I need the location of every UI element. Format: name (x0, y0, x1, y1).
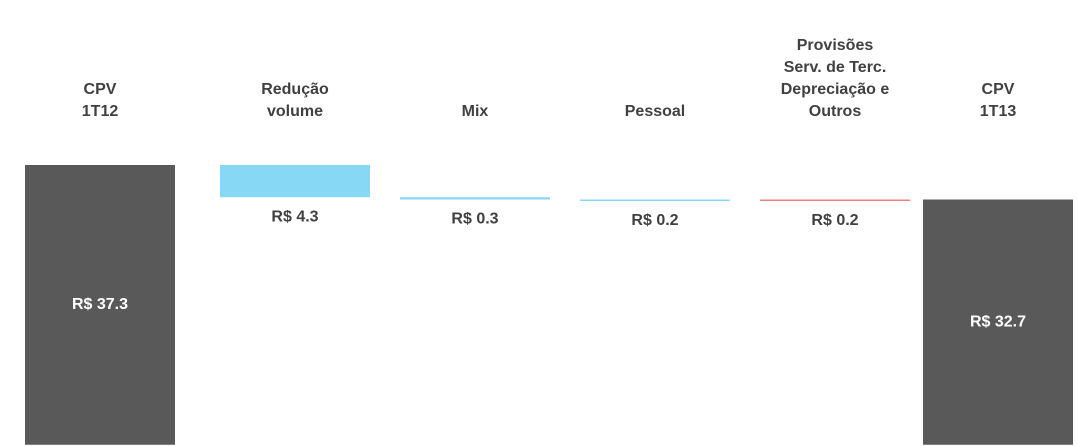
category-label: 1T13 (980, 103, 1017, 120)
category-label: Depreciação e (781, 81, 890, 98)
value-label: R$ 0.3 (451, 211, 498, 228)
category-label: 1T12 (82, 103, 119, 120)
bar (923, 199, 1073, 445)
bar (25, 165, 175, 445)
category-label: CPV (982, 81, 1015, 98)
category-label: Pessoal (625, 103, 685, 120)
category-label: Outros (809, 103, 862, 120)
category-label: Serv. de Terc. (784, 59, 887, 76)
category-label: Mix (462, 103, 489, 120)
bar (400, 197, 550, 200)
category-label: CPV (84, 81, 117, 98)
bar (220, 165, 370, 198)
category-label: Provisões (797, 37, 874, 54)
category-label: Redução (261, 81, 329, 98)
value-label: R$ 0.2 (811, 212, 858, 229)
bar (760, 199, 910, 201)
value-label: R$ 0.2 (631, 212, 678, 229)
category-label: volume (267, 103, 323, 120)
value-label: R$ 37.3 (72, 296, 128, 313)
value-label: R$ 4.3 (271, 208, 318, 225)
value-label: R$ 32.7 (970, 313, 1026, 330)
bar (580, 199, 730, 201)
